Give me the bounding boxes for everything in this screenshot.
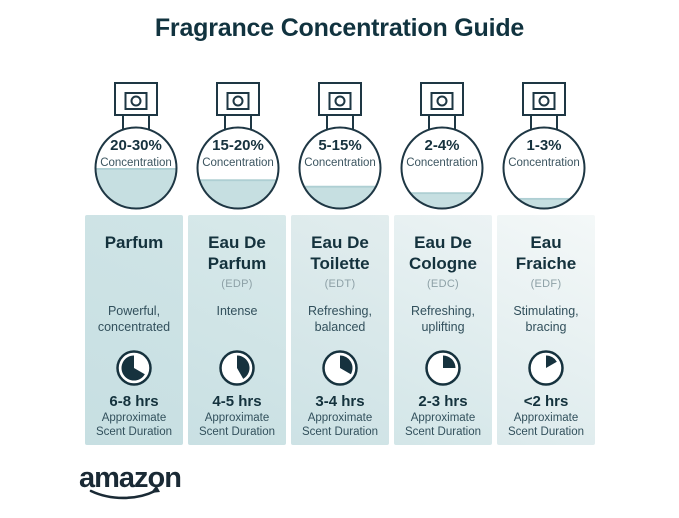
fragrance-name: Eau De Cologne xyxy=(409,233,477,273)
scent-duration-label: Approximate Scent Duration xyxy=(95,412,173,438)
column-eau-fraiche: Eau Fraiche (EDF) Stimulating, bracing <… xyxy=(497,215,595,445)
liquid-surface-line xyxy=(402,192,482,195)
fragrance-name: Eau De Toilette xyxy=(310,233,370,273)
clock-wedge xyxy=(237,355,250,379)
clock-wedge xyxy=(443,355,456,368)
fragrance-abbr: (EDP) xyxy=(221,278,253,290)
fragrance-abbr: (EDT) xyxy=(324,278,356,290)
concentration-label: Concentration xyxy=(202,157,274,169)
bottle-liquid xyxy=(300,185,380,208)
scent-duration-label: Approximate Scent Duration xyxy=(198,412,276,438)
fragrance-description: Powerful, concentrated xyxy=(97,304,171,334)
scent-duration: 4-5 hrs xyxy=(212,393,262,410)
concentration-label: Concentration xyxy=(100,157,172,169)
column-parfum: Parfum Powerful, concentrated 6-8 hrs Ap… xyxy=(85,215,183,445)
fragrance-description: Intense xyxy=(216,304,258,318)
clock-wedge xyxy=(546,355,557,368)
concentration-percent: 2-4% xyxy=(424,137,459,154)
nozzle-icon xyxy=(130,95,142,107)
scent-duration-label: Approximate Scent Duration xyxy=(301,412,379,438)
scent-duration: 2-3 hrs xyxy=(418,393,468,410)
clock-wedge xyxy=(340,355,353,375)
column-eau-de-cologne: Eau De Cologne (EDC) Refreshing, uplifti… xyxy=(394,215,492,445)
fragrance-description: Refreshing, balanced xyxy=(308,304,372,334)
bottles-row: 20-30% Concentration 15-20% Concentratio… xyxy=(85,80,595,210)
fragrance-abbr: (EDF) xyxy=(530,278,562,290)
fragrance-name: Parfum xyxy=(104,233,164,252)
perfume-bottle-icon: 15-20% Concentration xyxy=(196,82,280,210)
concentration-percent: 5-15% xyxy=(318,137,361,154)
amazon-smile-arrow xyxy=(150,485,160,493)
scent-duration: 3-4 hrs xyxy=(315,393,365,410)
fragrance-name: Eau Fraiche xyxy=(515,233,577,273)
bottle-liquid xyxy=(96,168,176,208)
column-eau-de-toilette: Eau De Toilette (EDT) Refreshing, balanc… xyxy=(291,215,389,445)
concentration-label: Concentration xyxy=(508,157,580,169)
clock-icon xyxy=(116,350,152,386)
column-eau-de-parfum: Eau De Parfum (EDP) Intense 4-5 hrs Appr… xyxy=(188,215,286,445)
amazon-logo: amazon xyxy=(79,460,199,506)
bottle-eau-de-cologne: 2-4% Concentration xyxy=(391,80,493,210)
liquid-surface-line xyxy=(96,168,176,170)
bottle-eau-de-parfum: 15-20% Concentration xyxy=(187,80,289,210)
page-title: Fragrance Concentration Guide xyxy=(154,14,525,42)
liquid-surface-line xyxy=(300,185,380,188)
concentration-label: Concentration xyxy=(406,157,478,169)
concentration-label: Concentration xyxy=(304,157,376,169)
bottle-eau-de-toilette: 5-15% Concentration xyxy=(289,80,391,210)
fragrance-description: Refreshing, uplifting xyxy=(411,304,475,334)
nozzle-icon xyxy=(538,95,550,107)
clock-icon xyxy=(219,350,255,386)
fragrance-abbr xyxy=(85,278,183,293)
fragrance-description: Stimulating, bracing xyxy=(513,304,579,334)
clock-icon xyxy=(528,350,564,386)
scent-duration-label: Approximate Scent Duration xyxy=(507,412,585,438)
bottle-eau-fraiche: 1-3% Concentration xyxy=(493,80,595,210)
scent-duration: <2 hrs xyxy=(523,393,569,410)
liquid-surface-line xyxy=(198,179,278,182)
scent-duration-label: Approximate Scent Duration xyxy=(404,412,482,438)
liquid-surface-line xyxy=(504,197,584,200)
fragrance-abbr: (EDC) xyxy=(426,278,460,290)
perfume-bottle-icon: 2-4% Concentration xyxy=(400,82,484,210)
nozzle-icon xyxy=(436,95,448,107)
bottle-liquid xyxy=(504,197,584,208)
nozzle-icon xyxy=(232,95,244,107)
perfume-bottle-icon: 20-30% Concentration xyxy=(94,82,178,210)
amazon-smile-icon xyxy=(89,489,157,500)
amazon-logo-text: amazon xyxy=(79,462,181,494)
concentration-percent: 15-20% xyxy=(212,137,264,154)
clock-icon xyxy=(425,350,461,386)
clock-wedge xyxy=(121,355,145,381)
perfume-bottle-icon: 1-3% Concentration xyxy=(502,82,586,210)
nozzle-icon xyxy=(334,95,346,107)
concentration-percent: 20-30% xyxy=(110,137,162,154)
concentration-percent: 1-3% xyxy=(526,137,561,154)
scent-duration: 6-8 hrs xyxy=(109,393,159,410)
bottle-parfum: 20-30% Concentration xyxy=(85,80,187,210)
info-columns: Parfum Powerful, concentrated 6-8 hrs Ap… xyxy=(85,215,595,445)
perfume-bottle-icon: 5-15% Concentration xyxy=(298,82,382,210)
clock-icon xyxy=(322,350,358,386)
fragrance-name: Eau De Parfum xyxy=(207,233,267,273)
